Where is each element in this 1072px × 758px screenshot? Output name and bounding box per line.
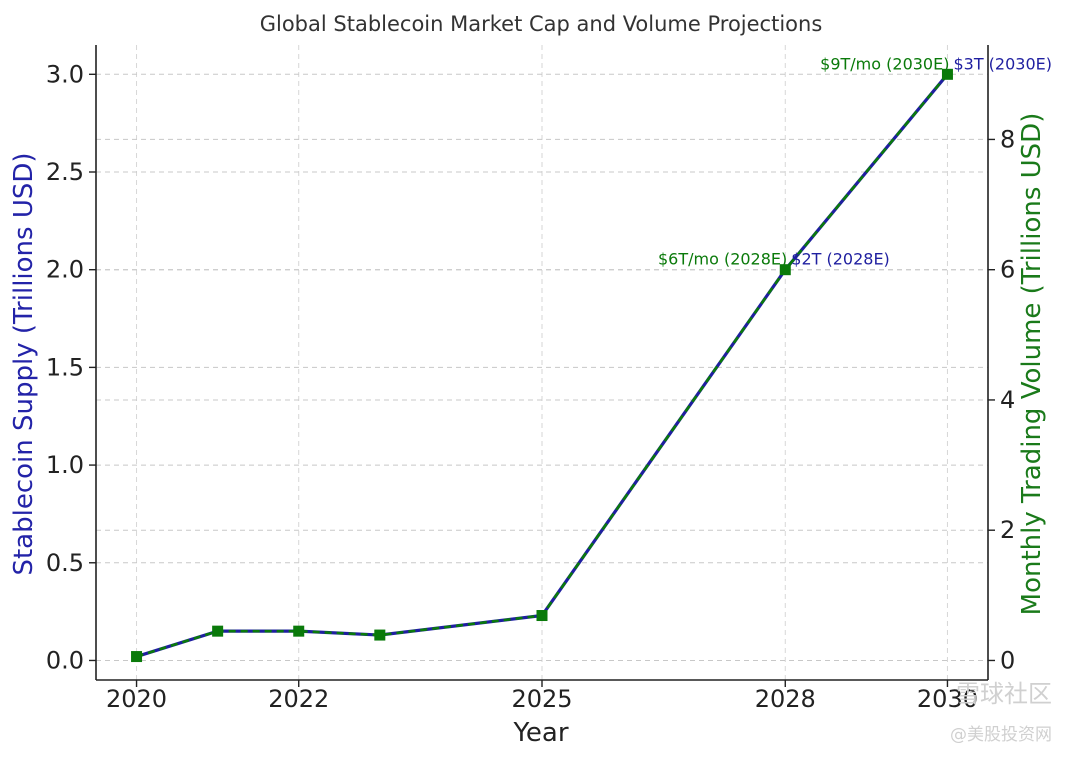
x-axis-label: Year (512, 718, 568, 748)
y-left-tick-label-2.5: 2.5 (46, 158, 84, 186)
y-right-tick-label-4: 4 (1000, 386, 1015, 414)
y-right-tick-label-2: 2 (1000, 516, 1015, 544)
x-tick-label-2020: 2020 (106, 685, 167, 713)
x-tick-label-2022: 2022 (268, 685, 329, 713)
series-marker-1-2023 (374, 629, 386, 641)
y-right-tick-label-0: 0 (1000, 646, 1015, 674)
x-tick-label-2028: 2028 (755, 685, 816, 713)
annotations: $6T/mo (2028E) $2T (2028E) $9T/mo (2030E) $… (658, 54, 1052, 268)
chart-title: Global Stablecoin Market Cap and Volume … (260, 12, 823, 36)
y-axis-label-left: Stablecoin Supply (Trillions USD) (9, 152, 39, 575)
series-marker-1-2020 (131, 651, 143, 663)
y-left-tick-label-0.5: 0.5 (46, 549, 84, 577)
grid (96, 45, 988, 680)
y-left-tick-label-0.0: 0.0 (46, 646, 84, 674)
series-marker-1-2028 (779, 264, 791, 276)
y-axis-label-right: Monthly Trading Volume (Trillions USD) (1017, 113, 1047, 616)
watermark-text-2: @美股投资网 (950, 725, 1052, 745)
series-marker-1-2025 (536, 610, 548, 622)
x-tick-label-2030: 2030 (917, 685, 978, 713)
watermark: 雪球社区 @美股投资网 (950, 680, 1052, 745)
series-marker-1-2030 (941, 68, 953, 80)
annotation-0: $6T/mo (2028E) (658, 250, 787, 269)
x-tick-label-2025: 2025 (511, 685, 572, 713)
y-left-tick-label-3.0: 3.0 (46, 60, 84, 88)
annotation-2: $9T/mo (2030E) (820, 54, 949, 73)
y-right-tick-label-8: 8 (1000, 125, 1015, 153)
annotation-1: $2T (2028E) (791, 250, 890, 269)
ticks: 2020 2022 2025 2028 2030 0.0 0.5 1.0 1.5 2.0 2.5 3.… (46, 60, 1015, 713)
y-left-tick-label-1.5: 1.5 (46, 353, 84, 381)
y-left-tick-label-1.0: 1.0 (46, 451, 84, 479)
annotation-3: $3T (2030E) (953, 54, 1052, 73)
y-left-tick-label-2.0: 2.0 (46, 256, 84, 284)
series-marker-1-2022 (293, 625, 305, 637)
y-right-tick-label-6: 6 (1000, 256, 1015, 284)
watermark-text-1: 雪球社区 (956, 680, 1052, 708)
series-marker-1-2021 (212, 625, 224, 637)
series-layer (131, 68, 953, 663)
